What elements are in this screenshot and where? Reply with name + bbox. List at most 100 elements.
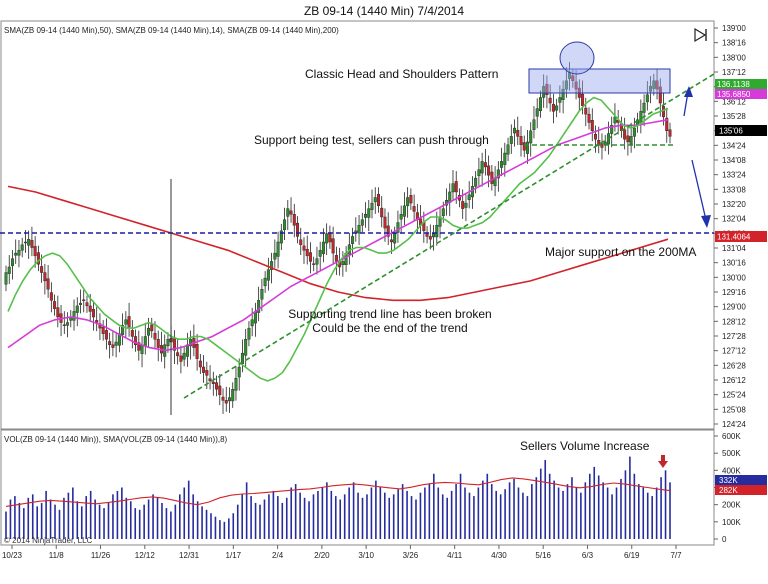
copyright: © 2014 NinjaTrader, LLC — [4, 536, 93, 545]
candle-body — [331, 238, 335, 254]
candle-body — [380, 207, 384, 218]
candle-body — [321, 241, 325, 254]
candle-body — [189, 339, 193, 347]
candle-body — [642, 102, 646, 113]
play-icon-bg[interactable] — [692, 27, 708, 43]
price-tick-label: 130'00 — [722, 273, 746, 282]
time-tick-label: 1/17 — [226, 551, 242, 560]
volume-bars — [5, 456, 671, 539]
volume-bar — [330, 490, 333, 539]
volume-bar — [210, 513, 212, 539]
time-tick-label: 12/31 — [179, 551, 200, 560]
candle-body — [367, 208, 371, 218]
candle-body — [104, 330, 108, 340]
trend-broken-label-2: Could be the end of the trend — [312, 321, 467, 335]
price-tick-label: 124'24 — [722, 420, 746, 429]
candle-body — [370, 202, 374, 210]
volume-bar — [602, 482, 604, 539]
volume-tick-label: 400K — [722, 466, 741, 475]
candle-body — [260, 289, 264, 300]
volume-bar — [254, 502, 257, 539]
volume-bar — [459, 473, 462, 539]
volume-bar — [477, 487, 480, 539]
volume-bar — [36, 506, 38, 539]
volume-bar — [651, 496, 653, 539]
annotations: Classic Head and Shoulders Pattern Suppo… — [0, 41, 715, 545]
candle-body — [4, 272, 8, 285]
last-price-tag — [715, 125, 767, 136]
price-tick-label: 133'24 — [722, 171, 746, 180]
candle-body — [558, 97, 562, 103]
candle-body — [143, 336, 147, 347]
volume-bar — [205, 509, 208, 539]
candle-body — [652, 80, 656, 89]
volume-bar — [45, 490, 47, 539]
candle-body — [548, 97, 552, 104]
candle-body — [432, 233, 436, 238]
candle-body — [276, 241, 280, 257]
volume-bar — [187, 480, 190, 539]
volume-bar — [223, 521, 226, 539]
volume-bar — [499, 494, 502, 539]
candle-body — [496, 169, 500, 179]
candle-body — [328, 232, 332, 243]
sellers-volume-label: Sellers Volume Increase — [520, 439, 650, 453]
candle-body — [551, 103, 555, 112]
head-shoulders-label: Classic Head and Shoulders Pattern — [305, 67, 498, 81]
volume-bar — [660, 477, 662, 539]
candle-body — [273, 252, 277, 260]
candle-body — [645, 94, 649, 103]
price-tick-label: 132'20 — [722, 200, 746, 209]
candles — [4, 62, 672, 414]
candle-body — [266, 269, 270, 281]
price-tick-label: 127'28 — [722, 332, 746, 341]
candle-body — [283, 219, 287, 230]
volume-bar — [76, 501, 79, 539]
volume-bar — [566, 484, 569, 539]
candle-body — [205, 370, 209, 376]
volume-bar — [156, 497, 159, 539]
candle-body — [270, 261, 274, 270]
price-panel — [0, 20, 715, 430]
volume-bar — [370, 487, 373, 539]
play-icon[interactable] — [692, 27, 708, 43]
volume-bar — [9, 499, 12, 539]
candle-body — [545, 83, 549, 95]
volume-bar — [383, 492, 386, 539]
candle-body — [406, 197, 410, 207]
volume-bar — [375, 480, 377, 539]
volume-bar — [121, 487, 123, 539]
volume-bar — [553, 480, 555, 539]
price-tick-label: 133'08 — [722, 185, 746, 194]
head-circle — [559, 41, 595, 75]
volume-bar — [522, 492, 524, 539]
volume-bar — [236, 504, 239, 539]
price-tick-label: 128'12 — [722, 317, 746, 326]
volume-bar — [89, 490, 92, 539]
volume-bar — [125, 497, 128, 539]
time-tick-label: 2/4 — [272, 551, 284, 560]
volume-bar — [196, 501, 199, 539]
volume-bar — [321, 487, 324, 539]
volume-bar — [633, 473, 636, 539]
candle-body — [325, 233, 329, 244]
candle-body — [195, 344, 199, 359]
volume-bar — [513, 478, 515, 539]
volume-bar — [80, 506, 83, 539]
candle-body — [561, 88, 565, 100]
volume-bar — [250, 496, 252, 539]
candle-body — [56, 307, 60, 318]
candle-body — [490, 171, 494, 184]
candle-body — [626, 135, 630, 143]
candle-body — [150, 324, 154, 332]
volume-bar — [299, 492, 301, 539]
volume-bar — [67, 492, 70, 539]
candle-body — [480, 161, 484, 174]
candle-body — [409, 195, 413, 204]
time-axis: 10/23 11/8 11/26 12/12 12/31 1/17 2/4 2/20 3/10 3… — [2, 545, 682, 560]
volume-bar — [495, 490, 498, 539]
volume-bar — [27, 497, 30, 539]
candle-body — [147, 327, 151, 336]
time-tick-label: 11/8 — [49, 551, 65, 560]
